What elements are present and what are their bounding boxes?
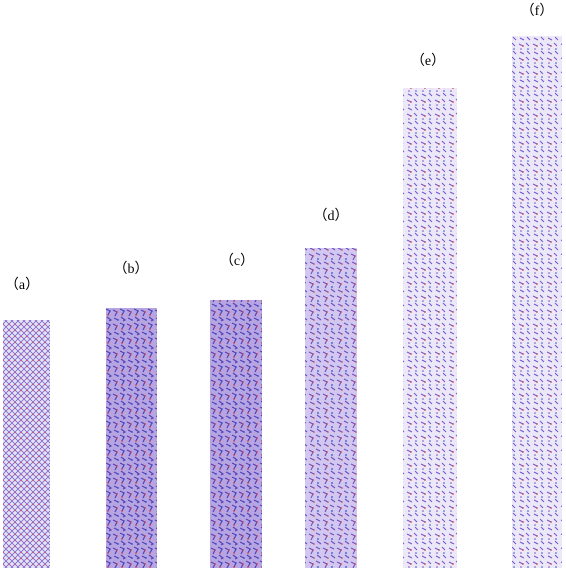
column [106,308,157,568]
column [305,248,357,568]
column [210,300,262,568]
panel-label: （f） [521,3,554,19]
panel-label: （d） [314,208,349,224]
panel-label: （e） [411,53,445,69]
column [512,36,562,568]
panel-label: （a） [5,277,39,293]
panel-label: （c） [220,253,254,269]
column [3,320,50,568]
column [403,88,457,568]
panel-label: （b） [114,261,149,277]
